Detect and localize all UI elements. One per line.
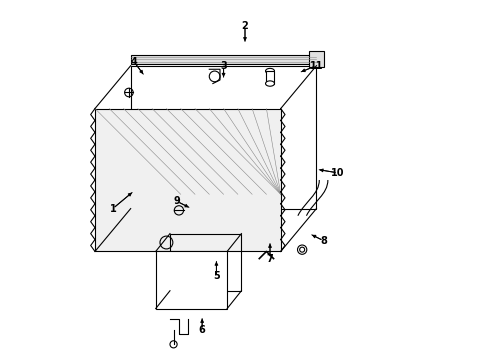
Polygon shape [131, 55, 317, 64]
Bar [309, 51, 323, 67]
Text: 1: 1 [109, 203, 116, 213]
Text: 7: 7 [267, 253, 273, 264]
Text: 2: 2 [242, 21, 248, 31]
Bar [266, 71, 274, 84]
Polygon shape [156, 251, 227, 309]
Polygon shape [95, 109, 281, 251]
Text: 5: 5 [213, 271, 220, 282]
Text: 8: 8 [320, 236, 327, 246]
Text: 9: 9 [174, 197, 180, 206]
Text: 4: 4 [131, 57, 138, 67]
Text: 10: 10 [331, 168, 344, 178]
Text: 3: 3 [220, 61, 227, 71]
Ellipse shape [266, 81, 274, 86]
Text: 6: 6 [199, 325, 205, 335]
Text: 11: 11 [310, 61, 323, 71]
Ellipse shape [266, 68, 274, 74]
